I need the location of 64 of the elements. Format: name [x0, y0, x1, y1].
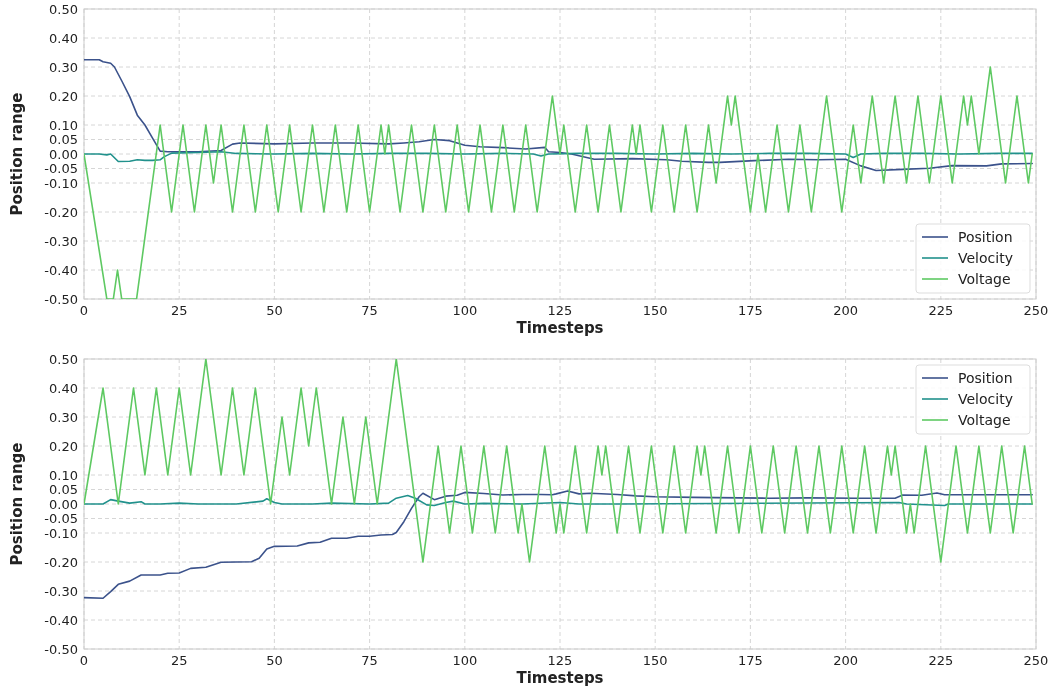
- y-tick-label: -0.05: [44, 161, 78, 177]
- line-series: [84, 494, 1033, 507]
- y-tick-label: 0.40: [49, 30, 78, 46]
- x-tick-label: 225: [928, 653, 954, 668]
- legend-label: Voltage: [958, 270, 1011, 287]
- x-tick-label: 250: [1023, 653, 1049, 668]
- line-series: [84, 359, 1033, 563]
- x-axis-title: Timesteps: [516, 669, 604, 687]
- y-tick-label: -0.30: [44, 233, 78, 249]
- x-tick-label: 150: [642, 653, 668, 668]
- legend-label: Position: [958, 369, 1013, 386]
- y-tick-label: 0.00: [49, 146, 78, 162]
- y-tick-label: 0.00: [49, 496, 78, 512]
- y-tick-label: 0.05: [49, 482, 78, 498]
- x-tick-label: 150: [642, 303, 668, 318]
- y-tick-label: -0.10: [44, 525, 78, 541]
- x-tick-label: 0: [79, 653, 89, 668]
- y-tick-label: 0.05: [49, 132, 78, 148]
- line-series: [84, 490, 1033, 600]
- x-tick-label: 75: [361, 303, 378, 318]
- x-tick-label: 250: [1023, 303, 1049, 318]
- y-tick-label: -0.20: [44, 554, 78, 570]
- x-tick-label: 200: [833, 303, 859, 318]
- legend-label: Velocity: [958, 249, 1013, 266]
- x-tick-label: 100: [452, 303, 478, 318]
- x-tick-label: 50: [266, 653, 283, 668]
- y-tick-label: 0.30: [49, 409, 78, 425]
- y-tick-label: 0.40: [49, 380, 78, 396]
- legend-label: Position: [958, 228, 1013, 245]
- x-tick-label: 225: [928, 303, 954, 318]
- x-tick-label: 100: [452, 653, 478, 668]
- y-tick-label: -0.05: [44, 511, 78, 527]
- y-tick-label: 0.50: [49, 351, 78, 367]
- x-tick-label: 25: [170, 303, 188, 318]
- y-tick-label: -0.30: [44, 583, 78, 599]
- y-tick-label: 0.20: [49, 88, 78, 104]
- y-tick-label: -0.40: [44, 612, 78, 628]
- y-tick-label: -0.40: [44, 262, 78, 278]
- y-tick-label: -0.50: [44, 641, 78, 657]
- y-tick-label: -0.50: [44, 291, 78, 307]
- x-tick-label: 25: [170, 653, 188, 668]
- y-tick-label: -0.20: [44, 204, 78, 220]
- y-tick-label: 0.50: [49, 1, 78, 17]
- y-tick-label: 0.30: [49, 59, 78, 75]
- legend-label: Voltage: [958, 411, 1011, 428]
- y-tick-label: 0.10: [49, 117, 78, 133]
- x-tick-label: 200: [833, 653, 859, 668]
- x-tick-label: 125: [547, 653, 573, 668]
- x-tick-label: 0: [79, 303, 89, 318]
- x-tick-label: 175: [737, 653, 763, 668]
- x-tick-label: 125: [547, 303, 573, 318]
- line-series: [84, 66, 1033, 299]
- legend-label: Velocity: [958, 390, 1013, 407]
- x-tick-label: 75: [361, 653, 378, 668]
- line-series: [84, 150, 1033, 163]
- y-tick-label: 0.20: [49, 438, 78, 454]
- y-axis-title: Position range: [8, 442, 26, 566]
- line-series: [84, 58, 1033, 172]
- y-tick-label: 0.10: [49, 467, 78, 483]
- x-tick-label: 50: [266, 303, 283, 318]
- x-axis-title: Timesteps: [516, 319, 604, 337]
- x-tick-label: 175: [737, 303, 763, 318]
- y-tick-label: -0.10: [44, 175, 78, 191]
- y-axis-title: Position range: [8, 92, 26, 216]
